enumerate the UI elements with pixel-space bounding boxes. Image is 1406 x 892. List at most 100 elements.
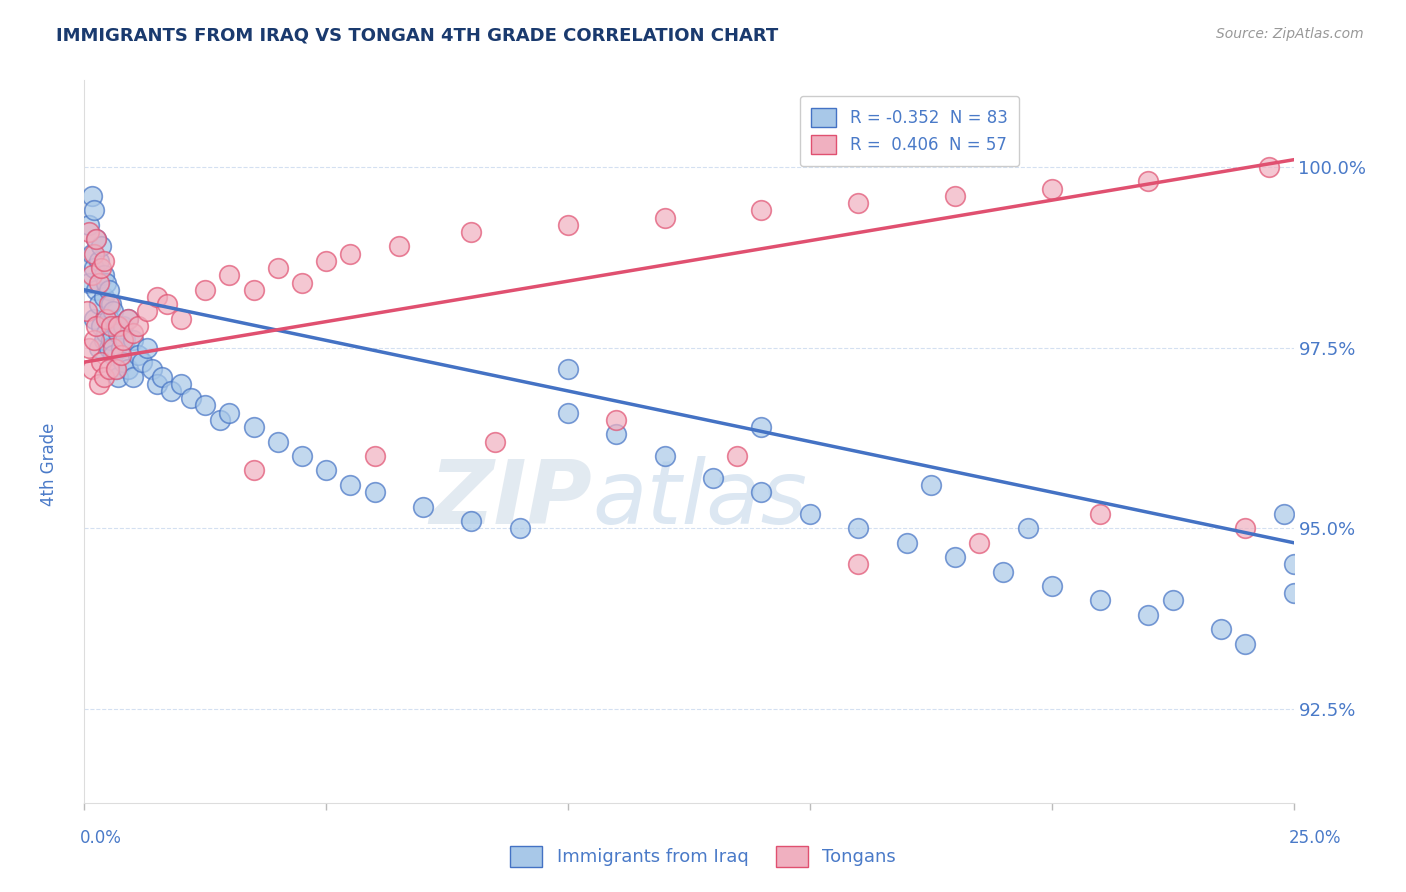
- Text: atlas: atlas: [592, 457, 807, 542]
- Point: [160, 384, 183, 398]
- Point: [90, 261, 112, 276]
- Point: [103, 304, 125, 318]
- Point: [141, 362, 163, 376]
- Point: [1040, 182, 1063, 196]
- Point: [146, 376, 169, 391]
- Point: [1040, 579, 1063, 593]
- Point: [110, 348, 132, 362]
- Point: [218, 406, 240, 420]
- Point: [83, 203, 105, 218]
- Point: [315, 254, 337, 268]
- Text: Source: ZipAtlas.com: Source: ZipAtlas.com: [1216, 27, 1364, 41]
- Point: [104, 362, 127, 376]
- Point: [97, 311, 120, 326]
- Point: [93, 268, 115, 283]
- Point: [77, 218, 100, 232]
- Point: [1282, 586, 1305, 600]
- Point: [751, 203, 773, 218]
- Point: [654, 449, 676, 463]
- Point: [943, 550, 966, 565]
- Point: [87, 297, 110, 311]
- Point: [86, 318, 108, 333]
- Point: [94, 311, 117, 326]
- Point: [86, 232, 108, 246]
- Point: [751, 485, 773, 500]
- Point: [104, 362, 127, 376]
- Point: [94, 276, 117, 290]
- Point: [702, 471, 724, 485]
- Point: [557, 362, 579, 376]
- Point: [80, 246, 103, 260]
- Point: [967, 535, 990, 549]
- Point: [412, 500, 434, 514]
- Text: ZIP: ZIP: [429, 456, 592, 543]
- Point: [180, 391, 202, 405]
- Text: 4th Grade: 4th Grade: [41, 422, 58, 506]
- Point: [76, 304, 98, 318]
- Point: [751, 420, 773, 434]
- Point: [90, 239, 112, 253]
- Point: [242, 463, 264, 477]
- Point: [557, 406, 579, 420]
- Point: [86, 232, 108, 246]
- Point: [136, 304, 159, 318]
- Point: [1088, 507, 1111, 521]
- Point: [77, 276, 100, 290]
- Point: [460, 225, 482, 239]
- Point: [100, 334, 122, 348]
- Point: [654, 211, 676, 225]
- Point: [112, 318, 135, 333]
- Point: [107, 326, 129, 341]
- Text: 25.0%: 25.0%: [1288, 829, 1341, 847]
- Point: [127, 348, 149, 362]
- Point: [846, 558, 869, 572]
- Point: [208, 413, 231, 427]
- Point: [194, 399, 217, 413]
- Point: [131, 355, 153, 369]
- Point: [80, 268, 103, 283]
- Point: [920, 478, 942, 492]
- Point: [94, 326, 117, 341]
- Point: [83, 311, 105, 326]
- Point: [1088, 593, 1111, 607]
- Point: [943, 189, 966, 203]
- Point: [90, 355, 112, 369]
- Point: [93, 290, 115, 304]
- Point: [605, 413, 627, 427]
- Legend: R = -0.352  N = 83, R =  0.406  N = 57: R = -0.352 N = 83, R = 0.406 N = 57: [800, 95, 1019, 166]
- Point: [87, 254, 110, 268]
- Point: [97, 297, 120, 311]
- Point: [1161, 593, 1184, 607]
- Point: [1137, 607, 1160, 622]
- Point: [846, 196, 869, 211]
- Point: [605, 427, 627, 442]
- Point: [1209, 623, 1232, 637]
- Point: [146, 290, 169, 304]
- Point: [1017, 521, 1039, 535]
- Point: [100, 318, 122, 333]
- Point: [1234, 521, 1257, 535]
- Point: [1234, 637, 1257, 651]
- Point: [114, 334, 136, 348]
- Point: [242, 420, 264, 434]
- Point: [242, 283, 264, 297]
- Point: [110, 341, 132, 355]
- Point: [112, 334, 135, 348]
- Point: [80, 189, 103, 203]
- Point: [460, 514, 482, 528]
- Point: [484, 434, 506, 449]
- Point: [291, 449, 314, 463]
- Point: [194, 283, 217, 297]
- Point: [87, 276, 110, 290]
- Point: [77, 225, 100, 239]
- Point: [100, 297, 122, 311]
- Point: [93, 334, 115, 348]
- Point: [93, 254, 115, 268]
- Point: [87, 341, 110, 355]
- Point: [363, 449, 385, 463]
- Point: [291, 276, 314, 290]
- Point: [993, 565, 1015, 579]
- Point: [799, 507, 821, 521]
- Point: [127, 318, 149, 333]
- Point: [107, 318, 129, 333]
